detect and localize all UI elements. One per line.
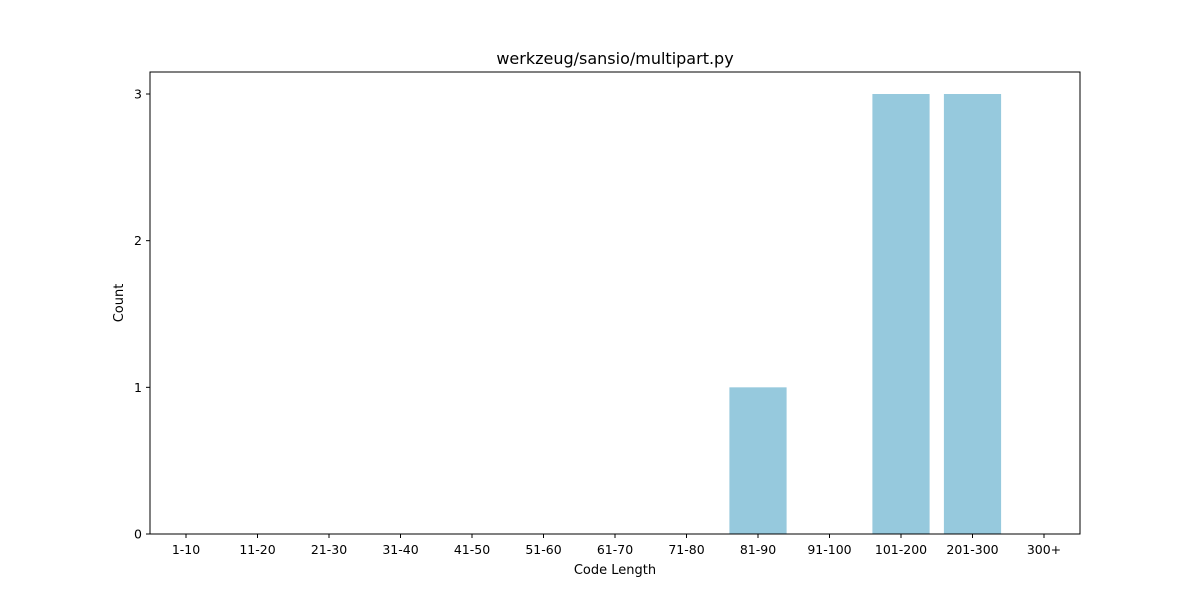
x-tick-label: 71-80 <box>668 542 704 557</box>
chart-title: werkzeug/sansio/multipart.py <box>496 49 733 68</box>
y-tick-label: 3 <box>134 87 142 102</box>
y-tick-label: 1 <box>134 380 142 395</box>
y-tick-label: 0 <box>134 527 142 542</box>
x-tick-label: 31-40 <box>382 542 418 557</box>
x-tick-label: 21-30 <box>311 542 347 557</box>
x-tick-label: 51-60 <box>525 542 561 557</box>
y-axis: 0 1 2 3 <box>134 87 150 542</box>
x-tick-label: 41-50 <box>454 542 490 557</box>
y-axis-title: Count <box>112 284 127 323</box>
x-tick-label: 91-100 <box>807 542 851 557</box>
bar-81-90 <box>729 387 787 534</box>
x-tick-label: 11-20 <box>239 542 275 557</box>
x-axis: 1-10 11-20 21-30 31-40 41-50 51-60 61-70 71-80 8… <box>172 534 1061 557</box>
x-tick-label: 61-70 <box>597 542 633 557</box>
x-axis-title: Code Length <box>574 563 656 578</box>
bar-101-200 <box>872 94 930 534</box>
x-tick-label: 81-90 <box>740 542 776 557</box>
x-tick-label: 201-300 <box>946 542 998 557</box>
y-tick-label: 2 <box>134 233 142 248</box>
bar-201-300 <box>943 94 1002 534</box>
x-tick-label: 1-10 <box>172 542 200 557</box>
x-tick-label: 101-200 <box>875 542 927 557</box>
bars <box>729 94 1002 534</box>
x-tick-label: 300+ <box>1027 542 1061 557</box>
plot-frame <box>149 71 1081 535</box>
